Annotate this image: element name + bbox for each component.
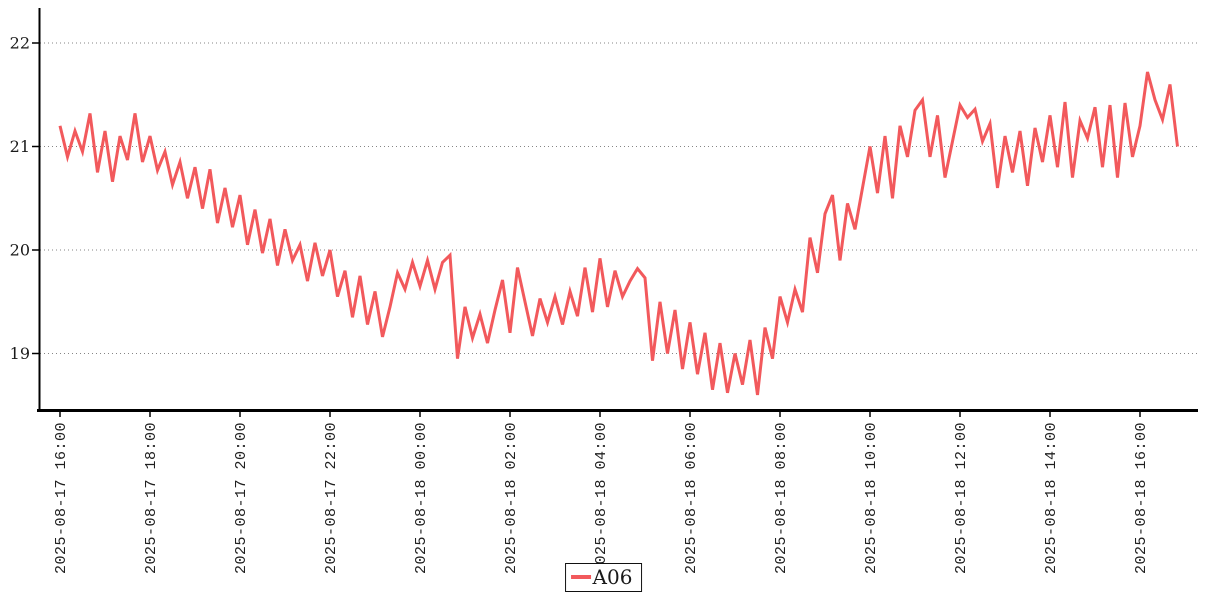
x-tick-label: 2025-08-18 10:00 [863,422,880,574]
y-tick-label: 21 [10,137,30,156]
x-tick-label: 2025-08-18 06:00 [683,422,700,574]
y-tick-label: 20 [10,241,30,260]
legend-line-sample [570,575,591,579]
x-tick-label: 2025-08-17 18:00 [143,422,160,574]
legend: A06 [564,563,643,592]
x-tick-label: 2025-08-18 14:00 [1043,422,1060,574]
x-tick-label: 2025-08-18 02:00 [503,422,520,574]
x-tick-label: 2025-08-17 16:00 [53,422,70,574]
x-tick-label: 2025-08-18 00:00 [413,422,430,574]
x-tick-label: 2025-08-18 08:00 [773,422,790,574]
x-tick-label: 2025-08-17 22:00 [323,422,340,574]
y-tick-label: 22 [10,34,30,53]
x-tick-label: 2025-08-17 20:00 [233,422,250,574]
y-tick-label: 19 [10,344,30,363]
x-tick-label: 2025-08-18 12:00 [953,422,970,574]
series-line [58,71,1179,396]
x-tick-label: 2025-08-18 04:00 [593,422,610,574]
legend-series-label: A06 [592,565,633,589]
x-tick-label: 2025-08-18 16:00 [1133,422,1150,574]
